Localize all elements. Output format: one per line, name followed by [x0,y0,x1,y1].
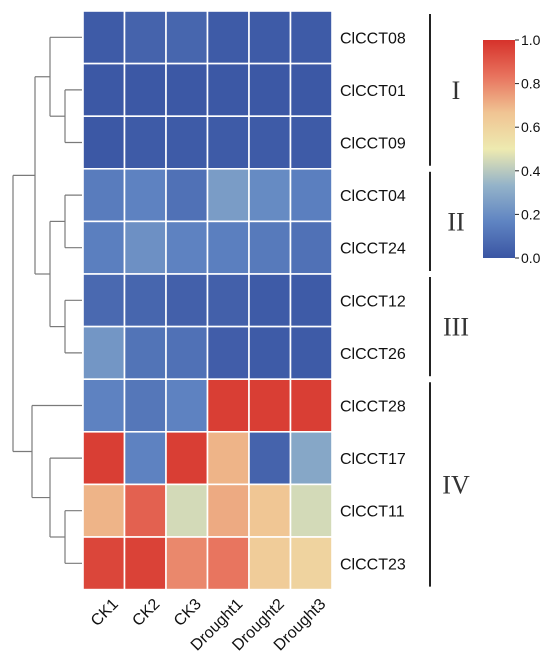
heatmap-cell-ClCCT11-Drought2 [248,483,292,538]
row-dendrogram [12,36,82,564]
heatmap-cell-ClCCT26-Drought2 [248,325,292,381]
heatmap-cell-ClCCT09-Drought3 [289,115,333,170]
heatmap-cell-ClCCT11-Drought3 [289,483,333,538]
heatmap-cell-ClCCT12-Drought1 [206,273,250,328]
column-label: CK2 [129,596,163,630]
heatmap-cell-ClCCT12-CK3 [165,273,209,328]
row-label: ClCCT17 [340,451,406,468]
heatmap-cell-ClCCT11-CK1 [82,483,126,538]
colorbar-tick-label: 1.0 [521,32,541,48]
heatmap-cell-ClCCT24-Drought1 [206,220,250,275]
heatmap-cell-ClCCT24-CK1 [82,220,126,275]
heatmap-cell-ClCCT24-CK2 [123,220,167,275]
column-label: CK3 [171,596,205,630]
heatmap-cell-ClCCT08-Drought2 [248,10,292,65]
row-labels: ClCCT08 ClCCT01 ClCCT09 ClCCT04 ClCCT24 ClCCT… [340,30,406,573]
heatmap-cell-ClCCT04-CK2 [123,168,167,223]
row-label: ClCCT24 [340,241,406,258]
heatmap-cell-ClCCT17-CK3 [165,430,209,486]
colorbar-legend: 0.0 0.2 0.4 0.6 0.8 1.0 [483,32,541,266]
heatmap-cell-ClCCT04-Drought2 [248,168,292,223]
heatmap-cell-ClCCT26-Drought1 [206,325,250,381]
row-label: ClCCT26 [340,346,406,363]
heatmap-cell-ClCCT26-CK1 [82,325,126,381]
heatmap-cell-ClCCT26-CK3 [165,325,209,381]
row-label: ClCCT11 [340,504,405,521]
row-label: ClCCT28 [340,399,406,416]
heatmap-cell-ClCCT08-Drought1 [206,10,250,65]
heatmap-cell-ClCCT12-CK1 [82,273,126,328]
heatmap-cell-ClCCT26-Drought3 [289,325,333,381]
colorbar-tick-label: 0.2 [521,206,541,222]
cluster-label: II [447,207,464,236]
heatmap-cell-ClCCT01-CK2 [123,62,167,117]
colorbar-tick-label: 0.4 [521,163,541,179]
heatmap-cell-ClCCT23-CK1 [82,536,126,591]
heatmap-cell-ClCCT28-CK1 [82,378,126,433]
heatmap-cells [82,10,333,591]
row-label: ClCCT09 [340,136,406,153]
heatmap-cell-ClCCT01-CK3 [165,62,209,117]
heatmap-cell-ClCCT26-CK2 [123,325,167,381]
heatmap-cell-ClCCT09-CK2 [123,115,167,170]
heatmap-cell-ClCCT09-Drought2 [248,115,292,170]
heatmap-cell-ClCCT28-Drought3 [289,378,333,433]
heatmap-cell-ClCCT04-Drought1 [206,168,250,223]
heatmap-cell-ClCCT28-CK3 [165,378,209,433]
heatmap-cell-ClCCT17-Drought2 [248,430,292,486]
heatmap-cell-ClCCT04-CK1 [82,168,126,223]
heatmap-cell-ClCCT24-Drought2 [248,220,292,275]
heatmap-cell-ClCCT08-CK3 [165,10,209,65]
heatmap-cell-ClCCT28-Drought1 [206,378,250,433]
heatmap-cell-ClCCT01-CK1 [82,62,126,117]
heatmap-cell-ClCCT23-CK2 [123,536,167,591]
heatmap-cell-ClCCT24-CK3 [165,220,209,275]
heatmap-cell-ClCCT28-Drought2 [248,378,292,433]
cluster-label: III [443,313,469,342]
heatmap-cell-ClCCT17-Drought3 [289,430,333,486]
heatmap-cell-ClCCT04-CK3 [165,168,209,223]
heatmap-cell-ClCCT09-Drought1 [206,115,250,170]
colorbar-tick-label: 0.8 [521,76,541,92]
heatmap-cell-ClCCT12-Drought3 [289,273,333,328]
heatmap-cell-ClCCT23-Drought1 [206,536,250,591]
heatmap-cell-ClCCT11-Drought1 [206,483,250,538]
cluster-label: I [452,76,461,105]
heatmap-cell-ClCCT12-Drought2 [248,273,292,328]
colorbar-tick-label: 0.6 [521,119,541,135]
row-label: ClCCT12 [340,293,406,310]
colorbar-tick-label: 0.0 [521,250,541,266]
heatmap-cell-ClCCT23-Drought3 [289,536,333,591]
column-label: CK1 [88,596,122,630]
colorbar-gradient [483,40,515,258]
row-label: ClCCT23 [340,556,406,573]
heatmap-cell-ClCCT08-CK1 [82,10,126,65]
heatmap-cell-ClCCT08-Drought3 [289,10,333,65]
heatmap-cell-ClCCT23-CK3 [165,536,209,591]
heatmap-cell-ClCCT01-Drought2 [248,62,292,117]
heatmap-cell-ClCCT01-Drought3 [289,62,333,117]
row-label: ClCCT04 [340,188,406,205]
heatmap-cell-ClCCT11-CK2 [123,483,167,538]
cluster-label: IV [442,470,470,499]
heatmap-cell-ClCCT17-CK1 [82,430,126,486]
heatmap-cell-ClCCT17-Drought1 [206,430,250,486]
row-label: ClCCT08 [340,30,406,47]
heatmap-cell-ClCCT04-Drought3 [289,168,333,223]
heatmap-cell-ClCCT17-CK2 [123,430,167,486]
heatmap-cell-ClCCT24-Drought3 [289,220,333,275]
heatmap-cell-ClCCT12-CK2 [123,273,167,328]
heatmap-cell-ClCCT11-CK3 [165,483,209,538]
heatmap-cell-ClCCT09-CK1 [82,115,126,170]
heatmap-cell-ClCCT09-CK3 [165,115,209,170]
heatmap-cell-ClCCT23-Drought2 [248,536,292,591]
row-label: ClCCT01 [340,83,406,100]
heatmap-cell-ClCCT28-CK2 [123,378,167,433]
heatmap-cell-ClCCT08-CK2 [123,10,167,65]
heatmap-cell-ClCCT01-Drought1 [206,62,250,117]
